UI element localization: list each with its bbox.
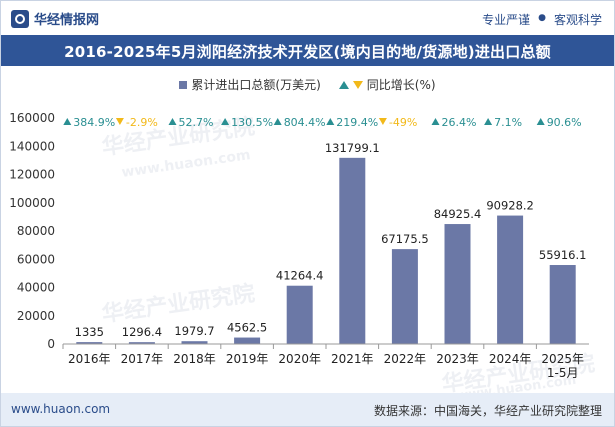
growth-up-triangle-icon: [168, 118, 177, 125]
legend: 累计进出口总额(万美元) 同比增长(%): [1, 76, 614, 93]
bar: [497, 215, 524, 344]
y-tick-label: 100000: [9, 196, 55, 210]
bar: [444, 224, 471, 344]
legend-growth-label: 同比增长(%): [366, 78, 436, 92]
bar: [76, 342, 103, 344]
footer-website: www.huaon.com: [11, 402, 111, 416]
bar-value-label: 55916.1: [539, 248, 587, 262]
footer: www.huaon.com 数据来源：中国海关，华经产业研究院整理: [1, 393, 614, 426]
tagline-right: 客观科学: [553, 13, 602, 27]
legend-up-triangle-icon: [338, 80, 349, 89]
bar-chart: 0 20000 40000 60000 80000 100000 120000 140000 1…: [9, 111, 589, 380]
growth-up-triangle-icon: [431, 118, 440, 125]
bar-value-label: 41264.4: [276, 269, 324, 283]
bar: [391, 249, 418, 344]
growth-up-triangle-icon: [484, 118, 493, 125]
bar-value-label: 131799.1: [325, 141, 380, 155]
growth-label: 130.5%: [231, 116, 273, 129]
growth-down-triangle-icon: [378, 118, 387, 125]
growth-label: 7.1%: [494, 116, 522, 129]
growth-label: 90.6%: [547, 116, 582, 129]
growth-up-triangle-icon: [221, 118, 230, 125]
bar-value-label: 90928.2: [486, 199, 534, 213]
growth-label: 384.9%: [73, 116, 115, 129]
legend-bar-swatch: [179, 80, 188, 89]
brand-logo-icon: [11, 9, 29, 28]
y-tick-label: 60000: [17, 252, 55, 266]
growth-label: -2.9%: [126, 116, 158, 129]
bar: [286, 285, 313, 344]
growth-label: 804.4%: [284, 116, 326, 129]
growth-label: 219.4%: [336, 116, 378, 129]
bar-value-label: 4562.5: [227, 321, 267, 335]
x-tick-label: 1-5月: [547, 366, 579, 380]
bar: [549, 265, 576, 344]
growth-up-triangle-icon: [273, 118, 282, 125]
x-tick-label: 2022年: [384, 352, 427, 366]
bar: [128, 342, 155, 344]
y-tick-label: 20000: [17, 309, 55, 323]
bar-value-label: 84925.4: [434, 207, 482, 221]
x-tick-label: 2021年: [331, 352, 374, 366]
y-tick-label: 80000: [17, 224, 55, 238]
growth-up-triangle-icon: [63, 118, 72, 125]
brand-name: 华经情报网: [34, 13, 100, 28]
x-tick-label: 2020年: [278, 352, 321, 366]
growth-label: -49%: [389, 116, 417, 129]
x-tick-label: 2024年: [489, 352, 532, 366]
growth-label: 26.4%: [442, 116, 477, 129]
title-bar: 2016-2025年5月浏阳经济技术开发区(境内目的地/货源地)进出口总额: [1, 35, 614, 66]
x-tick-label: 2018年: [173, 352, 216, 366]
footer-source: 数据来源：中国海关，华经产业研究院整理: [373, 404, 602, 418]
y-tick-label: 160000: [9, 111, 55, 125]
bar-value-label: 1335: [75, 325, 104, 339]
tagline-separator: ●: [538, 13, 546, 23]
top-bar: 华经情报网 专业严谨 ● 客观科学: [1, 1, 614, 35]
x-tick-label: 2016年: [68, 352, 111, 366]
growth-up-triangle-icon: [536, 118, 545, 125]
y-tick-label: 40000: [17, 281, 55, 295]
legend-bar: 累计进出口总额(万美元): [179, 76, 321, 93]
bar-value-label: 1296.4: [122, 325, 162, 339]
legend-down-triangle-icon: [352, 80, 363, 89]
y-tick-label: 120000: [9, 168, 55, 182]
bar-value-label: 1979.7: [174, 324, 214, 338]
x-tick-label: 2017年: [121, 352, 164, 366]
tagline: 专业严谨 ● 客观科学: [482, 11, 602, 28]
tagline-left: 专业严谨: [482, 13, 531, 27]
bar: [339, 157, 366, 344]
bar-value-label: 67175.5: [381, 232, 429, 246]
legend-bar-label: 累计进出口总额(万美元): [191, 78, 321, 92]
x-tick-label: 2019年: [226, 352, 269, 366]
x-tick-label: 2025年: [541, 352, 584, 366]
bar: [181, 341, 208, 344]
bar: [234, 337, 261, 344]
growth-down-triangle-icon: [115, 118, 124, 125]
chart-title: 2016-2025年5月浏阳经济技术开发区(境内目的地/货源地)进出口总额: [64, 43, 551, 61]
brand: 华经情报网: [11, 9, 99, 28]
x-tick-label: 2023年: [436, 352, 479, 366]
legend-growth: 同比增长(%): [338, 76, 436, 93]
y-tick-label: 0: [47, 337, 55, 351]
growth-up-triangle-icon: [326, 118, 335, 125]
y-tick-label: 140000: [9, 139, 55, 153]
growth-label: 52.7%: [179, 116, 214, 129]
